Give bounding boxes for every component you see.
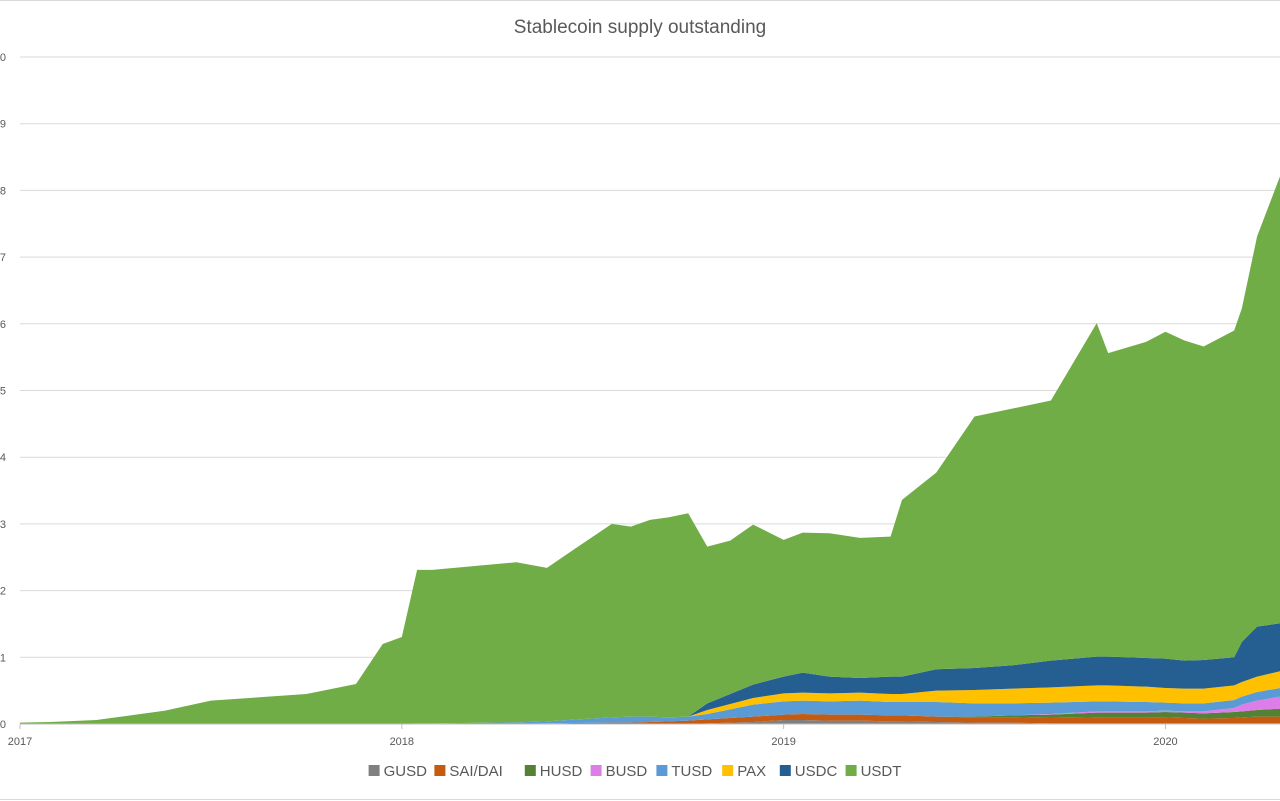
x-tick-label: 2018	[390, 736, 414, 748]
axes: 2017 2018 2019 2020	[8, 723, 1280, 748]
y-tick-label: 2	[0, 586, 6, 598]
y-tick-label: 10	[0, 52, 6, 64]
legend-label: TUSD	[671, 763, 712, 780]
legend-label: PAX	[737, 763, 766, 780]
legend-swatch	[845, 765, 857, 776]
area-series-gusd	[20, 719, 1280, 724]
y-tick-label: 4	[0, 452, 6, 464]
area-series-husd	[20, 708, 1280, 724]
legend-item-husd: HUSD	[524, 763, 583, 780]
y-tick-label: 9	[0, 119, 6, 131]
y-tick-label: 5	[0, 386, 6, 398]
legend-swatch	[722, 765, 734, 776]
chart-frame-bottom	[0, 799, 1280, 800]
legend-item-usdc: USDC	[779, 763, 838, 780]
legend-swatch	[368, 765, 380, 776]
legend-item-busd: BUSD	[590, 763, 648, 780]
legend-item-pax: PAX	[722, 763, 766, 780]
legend-label: HUSD	[540, 763, 583, 780]
legend-swatch	[434, 765, 446, 776]
y-tick-label: 6	[0, 319, 6, 331]
data-areas	[20, 176, 1280, 724]
legend: GUSD SAI/DAI HUSD BUSD TUSD PAX USDC USDT	[368, 763, 902, 780]
x-tick-label: 2017	[8, 736, 32, 748]
legend-swatch	[524, 765, 536, 776]
legend-swatch	[779, 765, 791, 776]
area-series-tusd	[20, 687, 1280, 724]
legend-label: USDC	[795, 763, 838, 780]
y-tick-label: 7	[0, 252, 6, 264]
area-series-usdc	[20, 623, 1280, 724]
legend-item-tusd: TUSD	[656, 763, 712, 780]
chart-title: Stablecoin supply outstanding	[514, 17, 766, 38]
legend-swatch	[656, 765, 668, 776]
y-tick-label: 1	[0, 652, 6, 664]
area-series-sai-dai	[20, 713, 1280, 724]
y-tick-label: 3	[0, 519, 6, 531]
legend-label: GUSD	[384, 763, 428, 780]
legend-label: BUSD	[606, 763, 648, 780]
legend-item-usdt: USDT	[845, 763, 902, 780]
legend-label: SAI/DAI	[449, 763, 502, 780]
chart-frame-top	[0, 0, 1280, 1]
y-tick-label: 0	[0, 719, 6, 731]
x-tick-label: 2020	[1153, 736, 1177, 748]
area-series-pax	[20, 671, 1280, 724]
legend-item-sai-dai: SAI/DAI	[434, 763, 503, 780]
legend-swatch	[590, 765, 602, 776]
legend-item-gusd: GUSD	[368, 763, 428, 780]
x-tick-label: 2019	[771, 736, 795, 748]
area-series-usdt	[20, 176, 1280, 724]
y-tick-label: 8	[0, 185, 6, 197]
legend-label: USDT	[861, 763, 902, 780]
